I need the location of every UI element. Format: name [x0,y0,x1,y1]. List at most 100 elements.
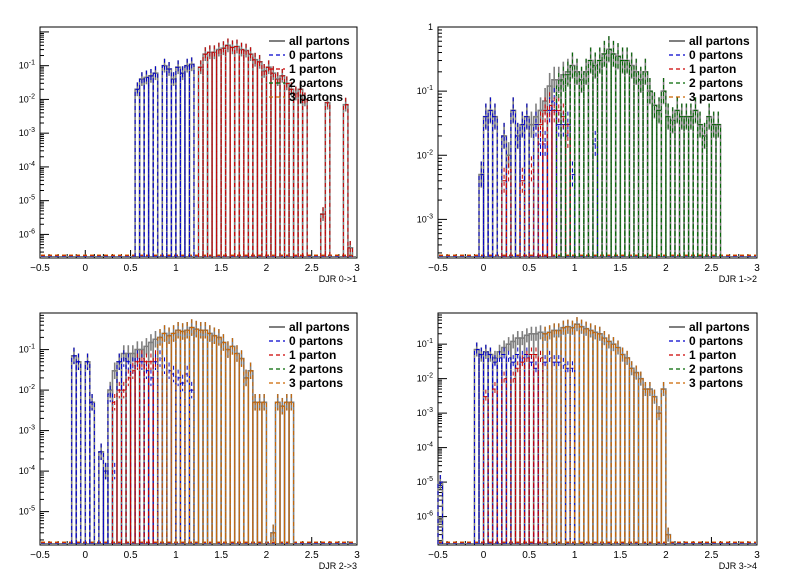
legend-label: all partons [289,320,350,334]
x-tick-label: 2 [264,550,270,561]
histogram-bin [284,82,290,257]
y-tick-label: 10-1 [417,338,433,349]
histogram-bin [638,378,644,544]
histogram-bin [688,116,694,257]
histogram-bin [261,401,268,544]
x-tick-label: 3 [354,263,360,274]
histogram-bin [615,55,621,257]
y-tick-label: 10-5 [19,506,35,517]
legend-label: 1 parton [689,348,736,362]
x-tick-label: −0.5 [428,550,448,561]
histogram-bin [188,63,195,257]
histogram-panel-1: −0.5 0 0.5 1 1.5 2 2.5 3 10-6 10-5 10-4 10-3 10-2 10-… [19,26,360,284]
x-tick-label: 1.5 [214,263,228,274]
histogram-bin [216,49,222,257]
histogram-bin [560,364,567,544]
y-tick-label: 10-2 [417,149,433,160]
histogram-bin [546,104,553,257]
y-tick-label: 10-6 [19,228,35,239]
x-tick-label: 0.5 [124,263,138,274]
x-tick-label: 2.5 [305,550,319,561]
histogram-bin [501,180,507,257]
histogram-bin [288,401,295,544]
y-tick-label: 10-1 [417,85,433,96]
histogram-bin [302,98,308,257]
histogram-bin [324,102,331,257]
x-axis-label: DJR 3->4 [719,561,757,571]
x-tick-label: 3 [354,550,360,561]
histogram-bin [715,123,722,257]
x-tick-label: −0.5 [30,263,50,274]
histogram-bin [597,60,603,257]
series-all-partons [70,319,295,544]
histogram-bin [683,116,690,257]
series-0-partons [134,57,195,257]
histogram-bin [320,213,326,257]
legend-label: all partons [689,320,750,334]
legend-label: 0 partons [689,48,743,62]
legend-label: 2 partons [289,362,343,376]
histogram-bin [234,46,240,257]
x-tick-label: 1 [572,263,578,274]
x-tick-label: 0 [83,550,89,561]
histogram-bin [342,104,349,257]
histogram-bin [528,168,535,257]
histogram-bin [679,116,685,257]
legend-label: 2 partons [289,76,343,90]
histogram-bin [207,51,213,257]
histogram-panel-3: −0.5 0 0.5 1 1.5 2 2.5 3 10-5 10-4 10-3 10-2 10-1 DJR… [19,312,360,571]
legend-label: 2 partons [689,362,743,376]
histogram-bin [143,76,150,257]
series-2-partons [555,36,722,257]
y-tick-label: 10-4 [19,161,35,172]
x-tick-label: 0.5 [124,550,138,561]
legend-label: 2 partons [689,76,743,90]
histogram-bin [297,88,304,257]
histogram-panel-4: −0.5 0 0.5 1 1.5 2 2.5 3 10-6 10-5 10-4 10-3 10-2 10-… [417,312,760,571]
series-3-partons [157,319,295,544]
series-1-parton [198,38,353,257]
x-tick-label: 2 [663,263,669,274]
histogram-bin [342,103,349,257]
histogram-bin [492,116,498,257]
histogram-panel-2: −0.5 0 0.5 1 1.5 2 2.5 3 10-3 10-2 10-1 1 DJR 1->2 al… [417,22,760,284]
x-axis-label: DJR 2->3 [319,561,357,571]
histogram-bin [152,72,159,257]
histogram-bin [565,74,571,257]
histogram-bin [706,116,712,257]
x-tick-label: 1.5 [214,550,228,561]
y-tick-label: 10-2 [19,93,35,104]
histogram-bin [510,378,516,544]
y-tick-label: 10-5 [417,476,433,487]
series-3-partons [542,317,671,544]
histogram-bin [665,116,671,257]
histogram-bin [288,88,295,257]
x-tick-label: 0.5 [522,263,536,274]
histogram-bin [301,98,308,257]
histogram-bin [225,44,231,257]
series-all-partons [437,317,672,544]
legend-label: 0 partons [289,48,343,62]
histogram-bin [491,115,499,257]
histogram-bin [220,47,227,257]
legend-label: 1 parton [289,348,336,362]
x-tick-label: 2.5 [704,263,718,274]
histogram-bin [606,48,612,257]
x-tick-label: 3 [754,263,760,274]
histogram-bin [229,46,236,257]
x-tick-label: 1.5 [613,550,627,561]
histogram-bin [651,104,658,257]
histogram-bin [324,101,331,257]
y-tick-label: 10-3 [417,407,433,418]
x-tick-label: 0 [83,263,89,274]
x-tick-label: 1.5 [613,263,627,274]
y-tick-label: 1 [428,22,433,32]
histogram-bin [619,60,626,257]
histogram-bin [270,532,276,544]
histogram-bin [483,116,489,257]
x-tick-label: −0.5 [428,263,448,274]
histogram-bin [660,90,667,257]
